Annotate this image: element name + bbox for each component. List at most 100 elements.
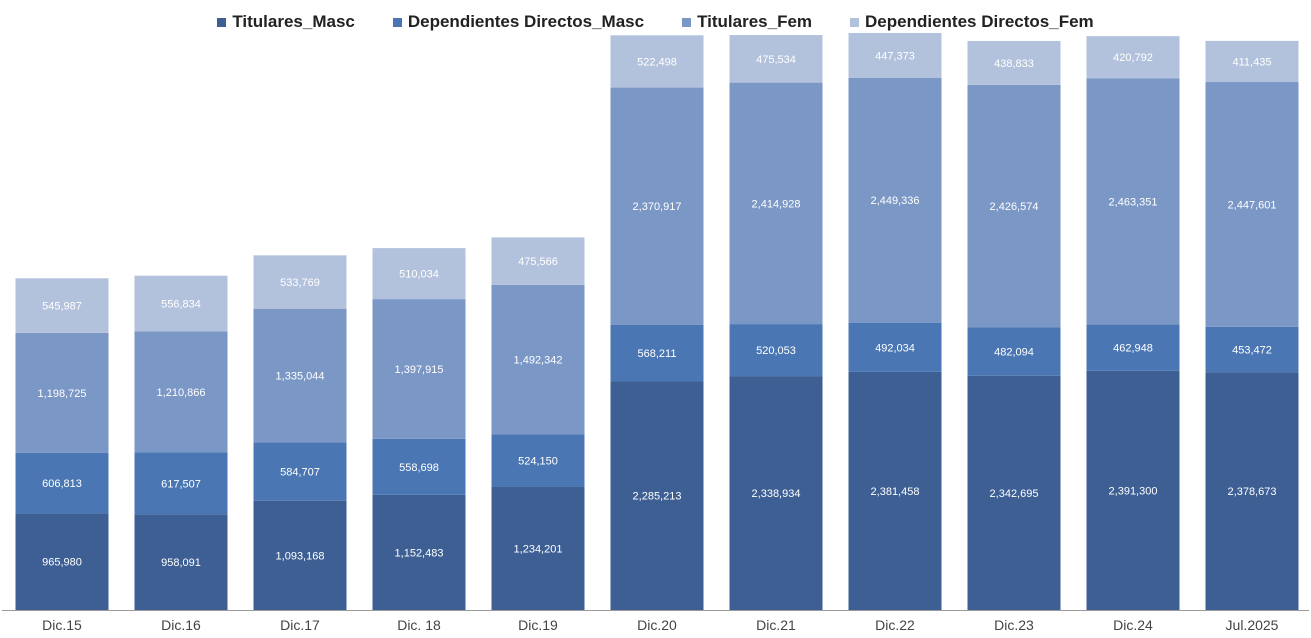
bar-segment <box>372 299 466 439</box>
bar-segment <box>848 77 942 323</box>
x-tick-label: Dic.22 <box>875 617 915 633</box>
data-label: 2,370,917 <box>633 201 682 213</box>
data-label: 482,094 <box>994 347 1034 359</box>
bar-segment <box>848 322 942 372</box>
data-label: 447,373 <box>875 50 915 62</box>
bar-segment <box>491 486 585 610</box>
data-label: 2,426,574 <box>990 201 1039 213</box>
bar-segment <box>1205 40 1299 83</box>
legend-label: Dependientes Directos_Fem <box>865 12 1094 31</box>
data-label: 556,834 <box>161 299 201 311</box>
legend-label: Dependientes Directos_Masc <box>407 12 645 31</box>
data-label: 533,769 <box>280 277 320 289</box>
legend-label: Titulares_Masc <box>232 12 355 31</box>
x-tick-label: Dic.19 <box>518 617 558 633</box>
data-label: 475,534 <box>756 54 796 66</box>
bar-segment <box>134 514 228 610</box>
data-label: 2,391,300 <box>1109 485 1158 497</box>
data-label: 2,342,695 <box>990 488 1039 500</box>
legend-swatch <box>392 17 402 27</box>
data-label: 1,234,201 <box>514 543 563 555</box>
bar-segment <box>1205 82 1299 327</box>
data-label: 1,093,168 <box>276 550 325 562</box>
data-label: 453,472 <box>1232 344 1272 356</box>
bar-segment <box>15 278 109 333</box>
data-label: 2,285,213 <box>633 491 682 503</box>
bar-segment <box>491 284 585 435</box>
bar-segment <box>134 275 228 332</box>
data-label: 606,813 <box>42 478 82 490</box>
legend-label: Titulares_Fem <box>697 12 813 31</box>
x-tick-label: Jul.2025 <box>1226 617 1279 633</box>
bar-segment <box>372 494 466 610</box>
data-label: 1,198,725 <box>38 388 87 400</box>
x-tick-label: Dic.24 <box>1113 617 1153 633</box>
data-label: 510,034 <box>399 269 439 281</box>
legend-item-1: Dependientes Directos_Masc <box>392 12 645 32</box>
x-tick-label: Dic. 18 <box>397 617 441 633</box>
bar-segment <box>15 513 109 610</box>
bar-segment <box>1086 36 1180 79</box>
chart-legend: Titulares_Masc Dependientes Directos_Masc… <box>0 8 1311 36</box>
bar-segment <box>610 381 704 610</box>
x-tick-label: Dic.15 <box>42 617 82 633</box>
bar-segment <box>253 255 347 309</box>
bar-segment <box>372 438 466 495</box>
bar-segment <box>1205 372 1299 610</box>
bar-segment <box>967 40 1061 85</box>
bar-segment <box>134 331 228 453</box>
data-label: 958,091 <box>161 557 201 569</box>
bar-segment <box>253 308 347 443</box>
legend-item-3: Dependientes Directos_Fem <box>850 12 1094 32</box>
bar-segment <box>253 500 347 610</box>
bar-segment <box>1086 370 1180 610</box>
data-label: 2,449,336 <box>871 195 920 207</box>
bar-segment <box>729 376 823 610</box>
bar-segment <box>253 442 347 501</box>
bar-segment <box>967 84 1061 328</box>
bar-segment <box>15 332 109 453</box>
x-tick-label: Dic.21 <box>756 617 796 633</box>
legend-swatch <box>217 17 227 27</box>
data-label: 2,463,351 <box>1109 196 1158 208</box>
bar-segment <box>729 82 823 325</box>
data-label: 438,833 <box>994 58 1034 70</box>
bar-segment <box>729 324 823 377</box>
legend-item-0: Titulares_Masc <box>217 12 355 32</box>
bar-segment <box>491 237 585 285</box>
bar-segment <box>848 32 942 78</box>
data-label: 1,492,342 <box>514 355 563 367</box>
bar-segment <box>372 248 466 300</box>
data-label: 462,948 <box>1113 343 1153 355</box>
legend-item-2: Titulares_Fem <box>682 12 812 32</box>
bar-segment <box>848 371 942 610</box>
data-label: 524,150 <box>518 455 558 467</box>
data-label: 2,447,601 <box>1228 199 1277 211</box>
x-tick-label: Dic.17 <box>280 617 320 633</box>
data-label: 411,435 <box>1233 56 1272 68</box>
bar-segment <box>1086 78 1180 325</box>
bar-segment <box>967 327 1061 376</box>
data-label: 617,507 <box>161 478 201 490</box>
bar-segment <box>729 35 823 83</box>
bar-segment <box>134 452 228 515</box>
data-label: 1,335,044 <box>276 370 325 382</box>
data-label: 522,498 <box>637 56 677 68</box>
bar-segment <box>491 434 585 487</box>
data-label: 2,414,928 <box>752 198 801 210</box>
x-tick-label: Dic.23 <box>994 617 1034 633</box>
x-tick-label: Dic.20 <box>637 617 677 633</box>
data-label: 492,034 <box>875 342 915 354</box>
data-label: 420,792 <box>1113 52 1153 64</box>
bar-segment <box>15 452 109 514</box>
bar-segment <box>610 87 704 325</box>
data-label: 558,698 <box>399 462 439 474</box>
data-label: 475,566 <box>518 256 558 268</box>
data-label: 2,378,673 <box>1228 486 1277 498</box>
data-label: 2,381,458 <box>871 486 920 498</box>
bar-segment <box>1086 324 1180 371</box>
data-label: 568,211 <box>638 348 677 360</box>
data-label: 965,980 <box>42 557 82 569</box>
data-label: 584,707 <box>280 466 320 478</box>
